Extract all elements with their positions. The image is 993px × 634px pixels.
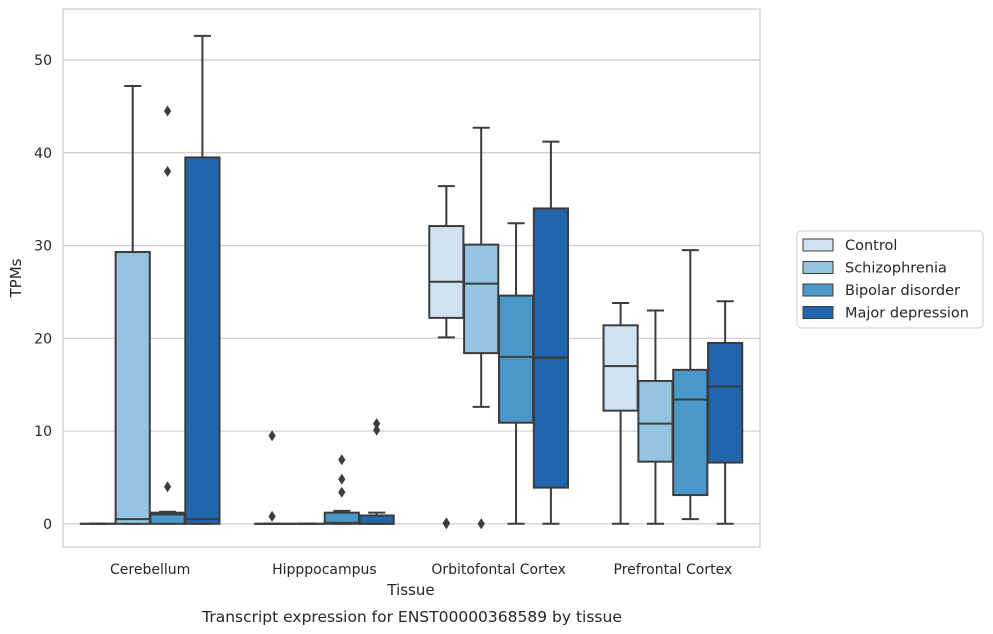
plot-frame <box>62 8 761 548</box>
box-bipolar-disorder <box>323 454 360 525</box>
plot-area <box>79 34 744 530</box>
outlier-point <box>163 481 172 493</box>
box-body <box>114 251 151 525</box>
box-major-depression <box>532 140 569 525</box>
outlier-point <box>338 486 346 498</box>
outlier-point <box>477 518 485 530</box>
legend-swatch <box>802 306 834 319</box>
box-bipolar-disorder <box>497 222 535 525</box>
box-body <box>532 207 569 489</box>
y-tick-label: 0 <box>43 517 52 533</box>
box-control <box>428 185 465 530</box>
box-schizophrenia <box>463 126 500 530</box>
box-body <box>428 225 465 319</box>
box-control <box>602 302 639 525</box>
y-tick-label: 40 <box>34 146 52 162</box>
y-tick-label: 20 <box>34 331 52 347</box>
box-body <box>358 514 395 525</box>
x-tick-label: Prefrontal Cortex <box>614 562 733 578</box>
outlier-point <box>268 510 276 522</box>
chart-caption: Transcript expression for ENST0000036858… <box>201 608 622 626</box>
x-tick-label: Cerebellum <box>110 562 190 578</box>
x-tick-labels: Cerebellum Hipppocampus Orbitofontal Corte… <box>110 562 732 578</box>
y-tick-label: 10 <box>34 424 52 440</box>
legend: Control Schizophrenia Bipolar disorder Majo… <box>796 230 984 329</box>
box-body <box>497 294 535 424</box>
box-body <box>707 341 744 464</box>
y-tick-label: 50 <box>34 53 52 69</box>
legend-frame <box>796 230 984 329</box>
box-body <box>602 324 639 412</box>
outlier-point <box>338 454 346 466</box>
x-tick-label: Orbitofontal Cortex <box>431 562 566 578</box>
outlier-point <box>442 518 450 530</box>
box-major-depression <box>184 34 221 525</box>
box-body <box>184 156 221 525</box>
outlier-point <box>373 418 381 430</box>
outlier-point <box>268 430 276 442</box>
box-body <box>637 379 674 463</box>
legend-swatch <box>802 261 834 274</box>
outlier-point <box>163 105 172 117</box>
legend-label: Bipolar disorder <box>845 283 960 299</box>
x-tick-label: Hipppocampus <box>272 562 377 578</box>
legend-swatch <box>802 238 834 252</box>
box-control <box>254 430 291 525</box>
legend-label: Schizophrenia <box>845 261 947 277</box>
outlier-point <box>163 165 172 177</box>
legend-swatch <box>802 283 834 297</box>
box-body <box>463 243 500 355</box>
legend-label: Control <box>845 238 897 254</box>
outlier-point <box>373 424 381 436</box>
box-major-depression <box>358 418 395 525</box>
y-axis-label: TPMs <box>7 258 25 298</box>
box-bipolar-disorder <box>672 249 709 521</box>
box-schizophrenia <box>114 84 151 525</box>
legend-label: Major depression <box>845 306 969 322</box>
grid-lines <box>63 59 760 525</box>
x-axis-label: Tissue <box>386 581 434 599</box>
box-bipolar-disorder <box>149 105 186 525</box>
y-tick-label: 30 <box>34 239 52 255</box>
outlier-point <box>338 473 346 485</box>
box-major-depression <box>707 300 744 525</box>
box-body <box>672 368 709 497</box>
box-schizophrenia <box>637 309 674 525</box>
y-tick-labels: 0 10 20 30 40 50 <box>34 53 52 533</box>
